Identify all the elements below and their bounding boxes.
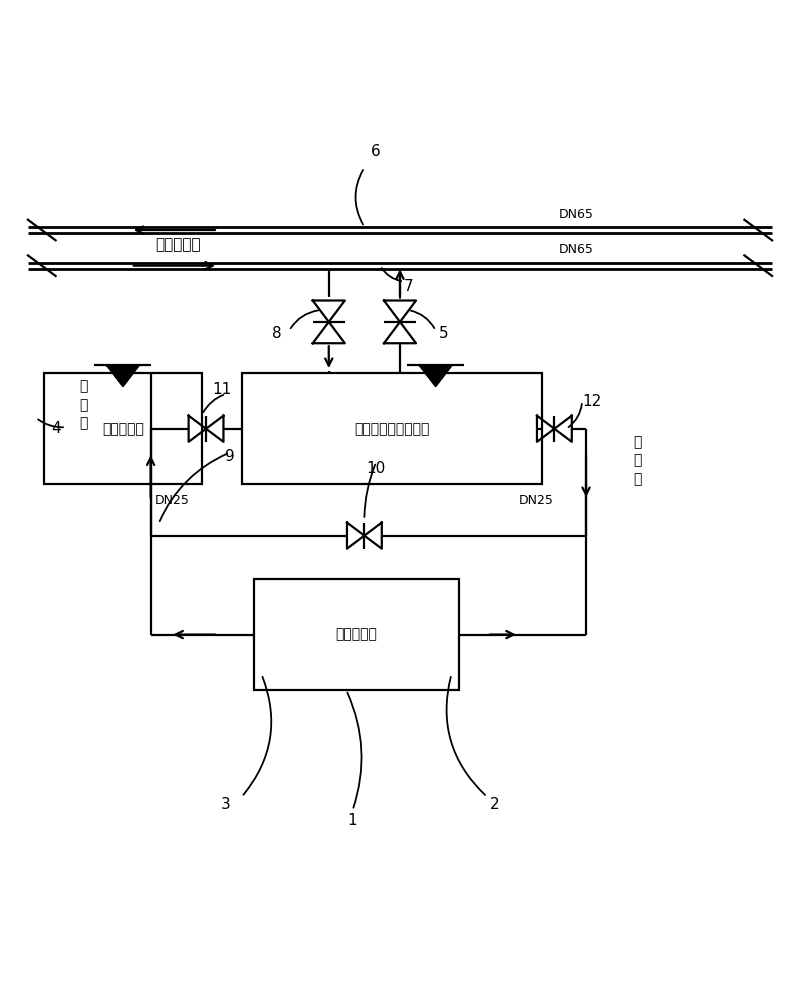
- Text: 3: 3: [221, 797, 230, 812]
- Text: 7: 7: [404, 279, 414, 294]
- Text: DN65: DN65: [558, 243, 594, 256]
- Bar: [254, 579, 459, 690]
- Text: DN25: DN25: [518, 494, 554, 507]
- Bar: [242, 373, 542, 484]
- Text: 9: 9: [225, 449, 234, 464]
- Text: 5: 5: [438, 326, 448, 341]
- Polygon shape: [420, 365, 451, 386]
- Text: 11: 11: [212, 382, 231, 397]
- Polygon shape: [107, 365, 138, 386]
- Text: DN25: DN25: [154, 494, 190, 507]
- Text: DN65: DN65: [558, 208, 594, 221]
- Text: 新增列管式油冷却器: 新增列管式油冷却器: [354, 422, 430, 436]
- Text: 循环冷却水: 循环冷却水: [155, 237, 201, 252]
- Bar: [44, 373, 202, 484]
- Text: 原油冷却器: 原油冷却器: [102, 422, 144, 436]
- Text: 6: 6: [371, 144, 381, 159]
- Text: 10: 10: [366, 461, 386, 476]
- Text: 润
滑
油: 润 滑 油: [634, 435, 642, 486]
- Text: 2: 2: [490, 797, 500, 812]
- Text: 1: 1: [348, 813, 358, 828]
- Text: 4: 4: [51, 421, 61, 436]
- Text: 离心鼓风机: 离心鼓风机: [335, 628, 378, 642]
- Text: 12: 12: [582, 394, 602, 409]
- Text: 8: 8: [273, 326, 282, 341]
- Text: 润
滑
油: 润 滑 油: [79, 380, 87, 430]
